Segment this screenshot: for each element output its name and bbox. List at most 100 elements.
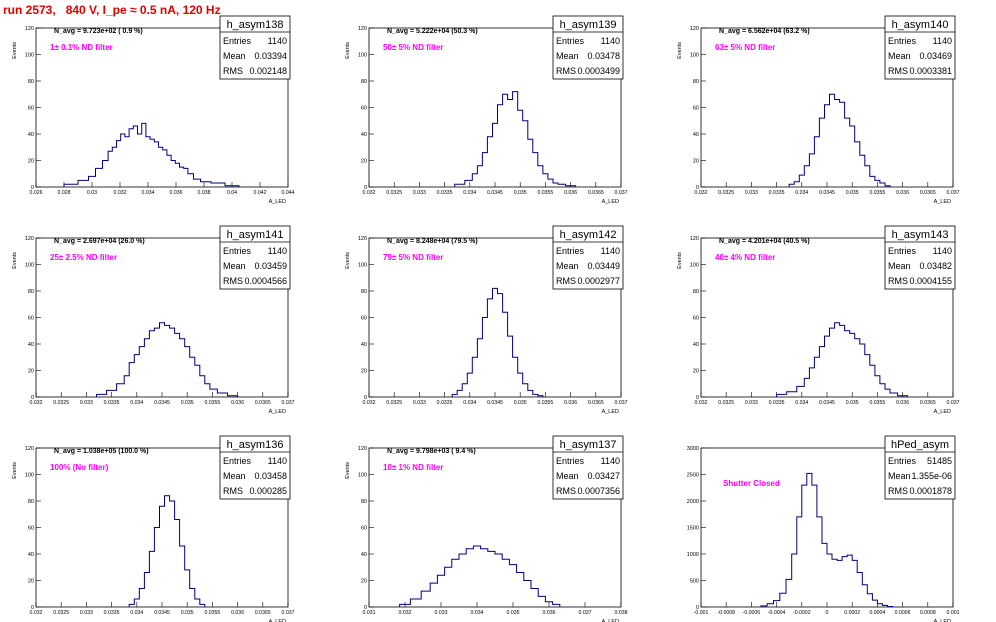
y-tick-label: 20	[693, 369, 699, 375]
x-axis-label: A_LED	[602, 199, 619, 205]
histogram-panel-h_asym143: 0 20 40 60 80 100 120 0.032 0.0325 0.033 0.0335 0.0…	[677, 225, 960, 415]
y-tick-label: 60	[361, 106, 367, 112]
stats-box	[884, 435, 956, 500]
x-tick-label: 0.0355	[537, 400, 553, 406]
y-tick-label: 0	[696, 605, 699, 611]
y-tick-label: 20	[361, 159, 367, 165]
x-tick-label: 0.0365	[588, 190, 604, 196]
x-tick-label: 0.038	[615, 610, 628, 616]
y-tick-label: 100	[690, 263, 699, 269]
x-tick-label: 0.036	[170, 190, 183, 196]
histogram-outline	[128, 495, 206, 607]
y-tick-label: 120	[25, 446, 34, 452]
x-tick-label: 0.0325	[386, 400, 402, 406]
stats-value-mean: 0.03458	[254, 471, 287, 481]
histogram-title: hPed_asym	[891, 439, 949, 451]
stats-value-mean: 0.03482	[919, 261, 952, 271]
page-title: run 2573, 840 V, I_pe ≈ 0.5 nA, 120 Hz	[3, 3, 221, 17]
stats-value-entries: 1140	[601, 36, 620, 46]
y-tick-label: 1000	[687, 552, 699, 558]
stats-value-mean: 1.355e-06	[911, 471, 952, 481]
histogram-panel-hPed_asym: 0 500 1000 1500 2000 2500 3000 -0.001 -0.0008 -0.…	[687, 435, 960, 622]
histogram-panel-h_asym138: 0 20 40 60 80 100 120 0.026 0.028 0.03 0.032 0.034 0…	[12, 15, 295, 205]
x-tick-label: 0.0365	[920, 400, 936, 406]
x-tick-label: 0.0325	[53, 610, 69, 616]
histogram-title: h_asym138	[227, 19, 284, 31]
x-axis-label: A_LED	[602, 409, 619, 415]
stats-value-mean: 0.03449	[587, 261, 620, 271]
y-tick-label: 20	[28, 369, 34, 375]
x-axis-label: A_LED	[934, 619, 951, 622]
x-tick-label: 0.035	[846, 190, 859, 196]
x-tick-label: 0.033	[413, 190, 426, 196]
x-tick-label: 0	[826, 610, 829, 616]
x-tick-label: 0.037	[282, 610, 295, 616]
x-tick-label: 0.0365	[588, 400, 604, 406]
y-tick-label: 0	[31, 185, 34, 191]
y-tick-label: 500	[690, 579, 699, 585]
x-tick-label: 0.037	[947, 400, 960, 406]
x-tick-label: 0.0002	[844, 610, 860, 616]
x-tick-label: 0.036	[896, 400, 909, 406]
x-axis-label: A_LED	[269, 619, 286, 622]
x-tick-label: 0.0365	[255, 400, 271, 406]
x-axis-label: A_LED	[934, 409, 951, 415]
stats-box	[219, 435, 291, 500]
x-tick-label: 0.033	[80, 610, 93, 616]
x-tick-label: 0.034	[795, 190, 808, 196]
stats-key-rms: RMS	[223, 66, 243, 76]
y-tick-label: 40	[28, 552, 34, 558]
y-tick-label: 0	[31, 605, 34, 611]
x-tick-label: 0.0345	[154, 400, 170, 406]
y-tick-label: 40	[28, 132, 34, 138]
x-tick-label: 0.001	[947, 610, 960, 616]
histogram-outline	[776, 322, 909, 397]
stats-key-entries: Entries	[888, 246, 917, 256]
x-tick-label: -0.0006	[743, 610, 761, 616]
y-axis-label: Events	[345, 462, 351, 479]
stats-key-rms: RMS	[888, 486, 908, 496]
y-tick-label: 20	[28, 159, 34, 165]
x-tick-label: 0.0006	[895, 610, 911, 616]
y-tick-label: 60	[28, 526, 34, 532]
x-tick-label: 0.034	[463, 190, 476, 196]
y-axis-label: Events	[677, 42, 683, 59]
x-tick-label: 0.0345	[819, 190, 835, 196]
x-tick-label: 0.028	[58, 190, 71, 196]
stats-value-rms: 0.0002977	[577, 276, 620, 286]
n-avg-label: N_avg = 8.248e+04 (79.5 %)	[387, 238, 478, 245]
filter-note: Shutter Closed	[723, 479, 780, 488]
histogram-title: h_asym137	[560, 439, 617, 451]
stats-key-entries: Entries	[223, 246, 252, 256]
histogram-title: h_asym139	[560, 19, 617, 31]
y-tick-label: 3000	[687, 446, 699, 452]
y-tick-label: 100	[25, 263, 34, 269]
stats-key-rms: RMS	[888, 276, 908, 286]
y-tick-label: 20	[361, 579, 367, 585]
filter-note: 63± 5% ND filter	[715, 43, 775, 52]
stats-box	[552, 225, 624, 290]
y-tick-label: 2500	[687, 473, 699, 479]
stats-key-rms: RMS	[556, 66, 576, 76]
histogram-panel-h_asym142: 0 20 40 60 80 100 120 0.032 0.0325 0.033 0.0335 0.0…	[345, 225, 628, 415]
x-tick-label: 0.036	[543, 610, 556, 616]
x-axis-label: A_LED	[269, 409, 286, 415]
stats-value-entries: 1140	[933, 246, 952, 256]
y-tick-label: 40	[361, 552, 367, 558]
stats-key-mean: Mean	[223, 471, 246, 481]
stats-key-entries: Entries	[223, 36, 252, 46]
y-axis-label: Events	[12, 252, 18, 269]
histogram-outline	[96, 322, 239, 397]
y-tick-label: 20	[361, 369, 367, 375]
y-tick-label: 60	[28, 106, 34, 112]
y-axis-label: Events	[677, 252, 683, 269]
stats-value-entries: 51485	[927, 456, 952, 466]
x-tick-label: 0.0355	[869, 190, 885, 196]
y-tick-label: 40	[28, 342, 34, 348]
x-axis-label: A_LED	[602, 619, 619, 622]
histogram-panel-h_asym141: 0 20 40 60 80 100 120 0.032 0.0325 0.033 0.0335 0.0…	[12, 225, 295, 415]
y-tick-label: 80	[693, 79, 699, 85]
stats-key-entries: Entries	[556, 246, 585, 256]
x-tick-label: 0.0365	[920, 190, 936, 196]
stats-key-entries: Entries	[223, 456, 252, 466]
